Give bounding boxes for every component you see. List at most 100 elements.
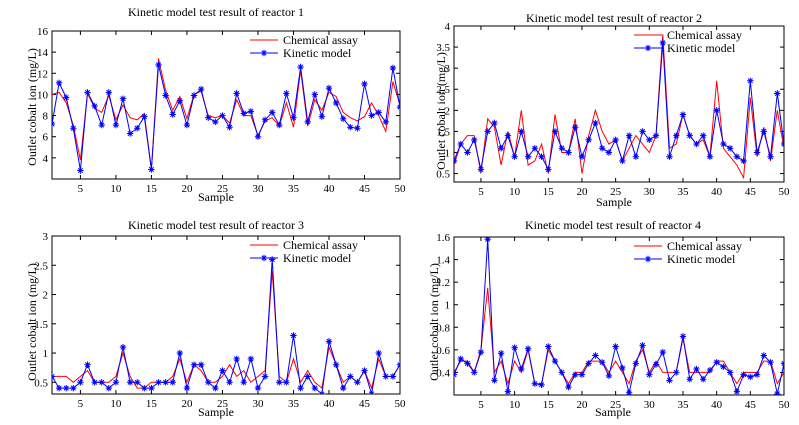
y-tick-label: 1.2 (436, 277, 450, 289)
x-tick-label: 45 (745, 399, 757, 411)
data-point-marker (112, 379, 120, 386)
data-point-marker (545, 166, 552, 173)
data-point-marker (524, 153, 532, 160)
data-point-marker (52, 120, 56, 128)
data-point-marker (155, 61, 162, 69)
data-point-marker (457, 355, 464, 363)
data-point-marker (578, 371, 586, 378)
data-point-marker (760, 352, 767, 359)
data-point-marker (774, 390, 781, 395)
data-point-marker (197, 361, 205, 368)
data-point-marker (504, 388, 512, 395)
data-point-marker (531, 380, 539, 387)
x-tick-label: 5 (478, 186, 484, 198)
data-point-marker (484, 237, 491, 243)
data-point-marker (169, 111, 176, 118)
x-tick-label: 30 (252, 398, 264, 410)
data-point-marker (361, 80, 368, 88)
data-point-marker (375, 349, 382, 357)
data-point-marker (686, 376, 693, 383)
x-tick-label: 30 (252, 183, 264, 195)
data-point-marker (578, 153, 586, 160)
data-point-marker (652, 361, 660, 368)
data-point-marker (105, 384, 113, 392)
data-point-marker (233, 355, 240, 363)
x-tick-label: 45 (359, 398, 371, 410)
data-point-marker (646, 136, 653, 144)
data-point-marker (276, 121, 283, 129)
data-point-marker (205, 379, 212, 386)
data-point-marker (598, 145, 606, 152)
data-point-marker (511, 153, 518, 160)
data-point-marker (52, 373, 56, 380)
data-point-marker (780, 140, 784, 148)
y-tick-label: 1.5 (34, 319, 48, 331)
data-point-marker (612, 343, 619, 350)
data-point-marker (659, 348, 666, 356)
data-point-marker (524, 345, 532, 352)
data-point-marker (70, 384, 77, 392)
data-point-marker (389, 64, 397, 72)
data-point-marker (226, 124, 233, 131)
x-tick-label: 15 (146, 398, 158, 410)
x-tick-label: 40 (323, 398, 335, 410)
data-point-marker (551, 357, 559, 365)
y-tick-label: 16 (37, 26, 49, 38)
legend-marker (644, 44, 652, 52)
data-point-marker (726, 145, 734, 152)
data-point-marker (551, 128, 559, 135)
x-tick-label: 40 (711, 186, 723, 198)
chart-panel-reactor-3: Kinetic model test result of reactor 3 S… (25, 218, 406, 419)
data-point-marker (197, 85, 205, 93)
data-point-marker (774, 90, 781, 97)
data-point-marker (112, 121, 120, 129)
data-point-marker (162, 379, 169, 386)
data-point-marker (780, 360, 784, 367)
x-tick-label: 45 (359, 183, 371, 195)
data-point-marker (63, 384, 70, 392)
data-point-marker (91, 379, 98, 386)
y-tick-label: 1.6 (436, 232, 450, 244)
y-tick-label: 8 (43, 111, 49, 123)
x-tick-label: 10 (110, 183, 122, 195)
y-tick-label: 1 (445, 147, 451, 159)
data-point-marker (666, 153, 673, 160)
x-axis-label: Sample (595, 405, 631, 419)
x-tick-label: 25 (610, 186, 622, 198)
data-point-marker (233, 90, 240, 97)
x-tick-label: 5 (78, 398, 84, 410)
data-point-marker (141, 113, 148, 120)
legend-label: Kinetic model (667, 252, 736, 266)
y-tick-label: 1.4 (436, 255, 450, 267)
data-point-marker (545, 343, 552, 350)
data-point-marker (632, 153, 640, 160)
data-point-marker (290, 114, 297, 121)
x-tick-label: 5 (78, 183, 84, 195)
data-point-marker (565, 149, 572, 156)
data-point-marker (276, 379, 283, 386)
data-point-marker (77, 167, 84, 174)
data-point-marker (619, 364, 626, 372)
x-tick-label: 45 (745, 186, 757, 198)
data-point-marker (706, 366, 714, 374)
x-tick-label: 20 (576, 186, 588, 198)
data-point-marker (605, 149, 613, 156)
x-tick-label: 10 (110, 398, 122, 410)
data-point-marker (733, 153, 741, 160)
data-point-marker (240, 379, 247, 386)
x-tick-label: 15 (543, 186, 555, 198)
y-tick-label: 4 (445, 21, 451, 33)
data-point-marker (176, 349, 184, 357)
x-tick-label: 50 (395, 183, 407, 195)
data-point-marker (619, 157, 626, 165)
data-point-marker (747, 373, 754, 381)
data-point-marker (753, 371, 761, 378)
chart-panel-reactor-4: Kinetic model test result of reactor 4 S… (427, 218, 790, 419)
data-point-marker (477, 348, 485, 356)
x-tick-label: 30 (644, 399, 656, 411)
data-point-marker (205, 114, 212, 121)
data-point-marker (382, 118, 389, 126)
data-point-marker (605, 372, 613, 380)
y-tick-label: 2.5 (34, 260, 48, 272)
legend-label: Chemical assay (283, 238, 358, 252)
